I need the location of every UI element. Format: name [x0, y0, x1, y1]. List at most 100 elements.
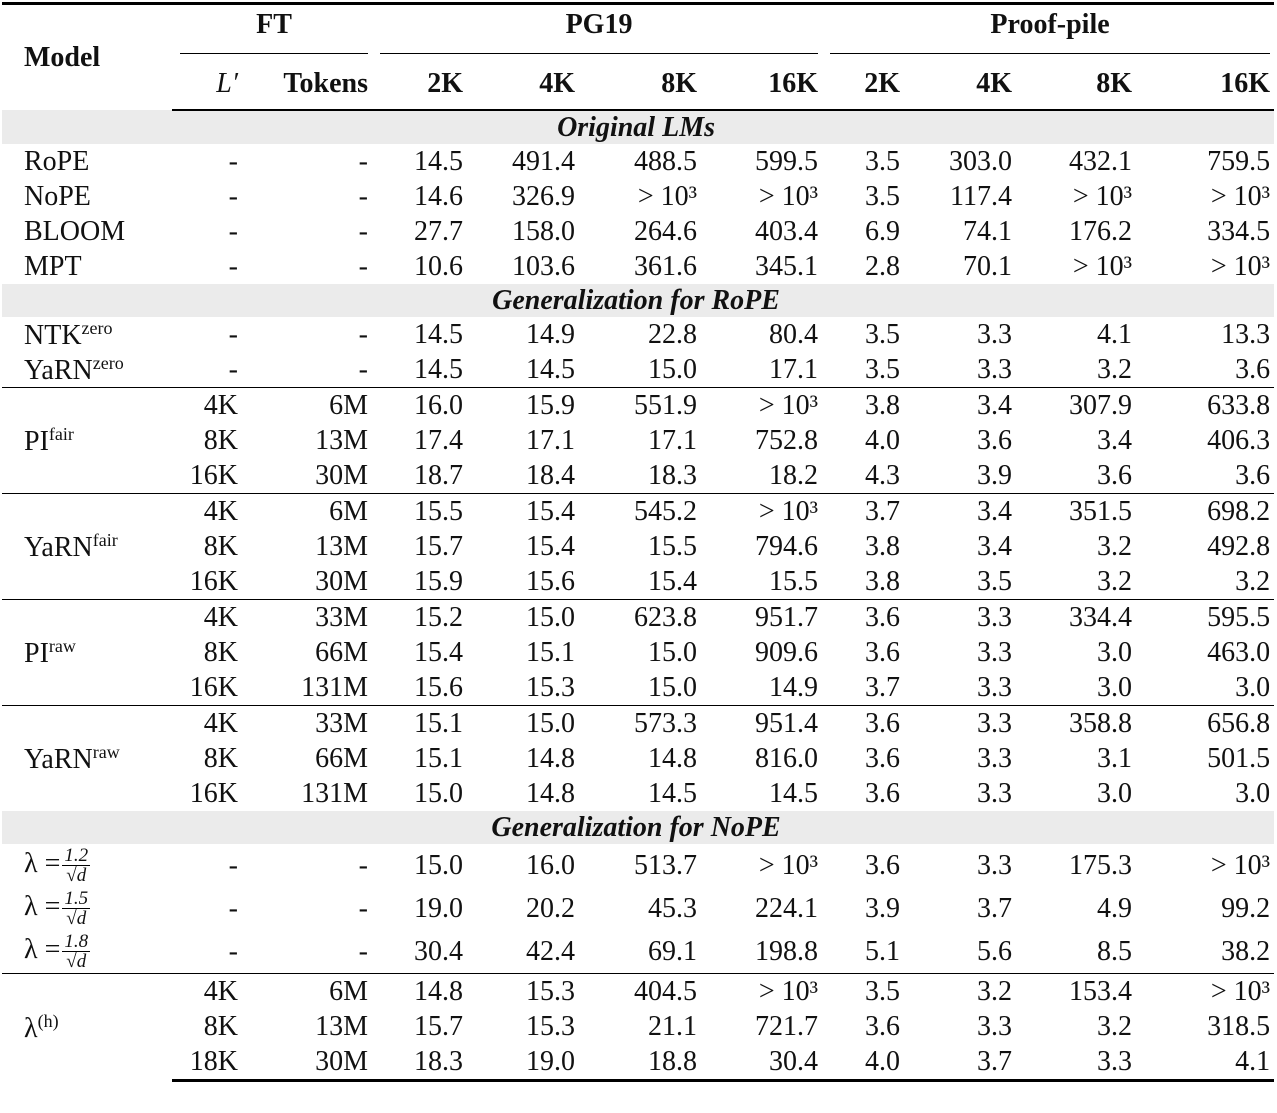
value-cell: 4.9: [1097, 892, 1133, 924]
value-cell: 303.0: [949, 145, 1013, 177]
value-cell: 15.4: [526, 530, 575, 562]
value-cell: 3.3: [1016, 1044, 1137, 1082]
value-cell: -: [358, 318, 368, 350]
value-cell: -: [358, 353, 368, 385]
value-cell: > 10³: [637, 180, 697, 212]
value-cell: 16.0: [372, 387, 467, 423]
value-cell: 404.5: [579, 973, 701, 1009]
data-row: λ = 1.8 √d - - 30.4 42.4 69.1 198.8 5.1 5.6 8.5 38.2: [2, 930, 1274, 974]
numerator: 1.8: [62, 931, 91, 952]
value-cell: 14.9: [526, 318, 575, 350]
value-cell: 15.5: [648, 530, 697, 562]
value-cell: 17.1: [526, 424, 575, 456]
value-cell: 15.0: [414, 777, 463, 809]
value-cell: 15.5: [372, 493, 467, 529]
section-row: Generalization for NoPE: [2, 811, 1275, 844]
value-cell: 103.6: [512, 250, 575, 282]
header-cell: 8K: [1016, 59, 1137, 111]
value-cell: 3.9: [977, 459, 1013, 491]
value-cell: 488.5: [634, 145, 697, 177]
value-cell: 153.4: [1016, 973, 1137, 1009]
value-cell: 492.8: [1207, 530, 1271, 562]
value-cell: 15.6: [414, 671, 463, 703]
value-cell: 4K: [172, 387, 242, 423]
value-cell: 14.8: [526, 742, 575, 774]
data-row: RoPE - - 14.5 491.4 488.5 599.5 3.5 303.0 432.1 75…: [2, 144, 1274, 179]
value-cell: -: [228, 215, 238, 247]
value-cell: 14.5: [414, 145, 463, 177]
value-cell: 66M: [315, 742, 368, 774]
value-cell: -: [228, 849, 238, 881]
value-cell: 5.6: [977, 935, 1013, 967]
value-cell: 3.6: [865, 636, 901, 668]
value-cell: -: [358, 892, 368, 924]
value-cell: 463.0: [1207, 636, 1271, 668]
value-cell: > 10³: [701, 973, 823, 1009]
value-cell: 3.4: [904, 493, 1017, 529]
value-cell: 752.8: [755, 424, 819, 456]
value-cell: 334.4: [1016, 599, 1137, 635]
value-cell: 816.0: [755, 742, 819, 774]
header-row: L′ Tokens 2K 4K 8K 16K 2K 4K 8K 16K: [2, 59, 1275, 111]
value-cell: 595.5: [1136, 599, 1275, 635]
value-cell: 3.0: [1097, 777, 1133, 809]
value-cell: 358.8: [1016, 705, 1137, 741]
data-row: YaRNraw 4K 33M 15.1 15.0 573.3 951.4 3.6 3.3 358.…: [2, 705, 1275, 811]
value-cell: 14.5: [769, 777, 819, 809]
value-cell: 4.0: [865, 424, 901, 456]
value-cell: 3.4: [1097, 424, 1133, 456]
value-cell: > 10³: [1072, 180, 1133, 212]
value-cell: 3.3: [977, 849, 1013, 881]
value-cell: 16K: [189, 565, 238, 597]
model-name: PI: [24, 426, 49, 457]
model-cell: NoPE: [2, 179, 172, 214]
model-superscript: raw: [92, 742, 120, 762]
numerator: 1.5: [62, 888, 91, 909]
data-row: MPT - - 10.6 103.6 361.6 345.1 2.8 70.1 > 10³ > 10…: [2, 249, 1274, 284]
value-cell: 6.9: [865, 215, 901, 247]
value-cell: 13M: [315, 1010, 368, 1042]
data-row: 8K 66M 15.4 15.1 15.0 909.6 3.6 3.3 3.0 463.0: [2, 635, 1274, 670]
value-cell: 307.9: [1016, 387, 1137, 423]
value-cell: -: [358, 215, 368, 247]
model-name: YaRN: [24, 532, 93, 563]
value-cell: 361.6: [634, 250, 697, 282]
value-cell: 8.5: [1097, 935, 1133, 967]
model-superscript: fair: [92, 530, 118, 550]
value-cell: > 10³: [701, 387, 823, 423]
value-cell: 794.6: [755, 530, 819, 562]
model-name: λ =: [24, 933, 61, 965]
value-cell: 15.9: [414, 565, 463, 597]
data-row: 16K 30M 18.7 18.4 18.3 18.2 4.3 3.9 3.6 3.6: [2, 458, 1274, 494]
fraction: 1.8 √d: [62, 931, 91, 971]
value-cell: 14.8: [648, 742, 697, 774]
header-cell: 8K: [579, 59, 701, 111]
value-cell: 3.2: [904, 973, 1017, 1009]
data-row: 8K 13M 15.7 15.4 15.5 794.6 3.8 3.4 3.2 492.8: [2, 529, 1274, 564]
value-cell: 3.7: [977, 892, 1013, 924]
header-cell: FT: [172, 2, 372, 59]
value-cell: 10.6: [414, 250, 463, 282]
value-cell: 15.1: [372, 705, 467, 741]
value-cell: 176.2: [1069, 215, 1133, 247]
value-cell: 3.2: [1235, 565, 1271, 597]
model-cell: PIfair: [2, 387, 172, 494]
value-cell: 15.9: [467, 387, 579, 423]
value-cell: 224.1: [755, 892, 819, 924]
value-cell: 3.2: [1097, 353, 1133, 385]
value-cell: 16K: [189, 777, 238, 809]
model-superscript: fair: [48, 424, 74, 444]
value-cell: 33M: [242, 599, 372, 635]
model-cell: YaRNfair: [2, 493, 172, 600]
fraction: 1.2 √d: [62, 846, 91, 885]
value-cell: 15.5: [769, 565, 819, 597]
value-cell: 8K: [203, 424, 238, 456]
value-cell: 17.4: [414, 424, 463, 456]
value-cell: 18.4: [526, 459, 575, 491]
data-row: YaRNfair 4K 6M 15.5 15.4 545.2 > 10³ 3.7 3.4 351.…: [2, 493, 1275, 600]
header-label: Proof-pile: [830, 10, 1271, 54]
value-cell: 42.4: [526, 935, 575, 967]
value-cell: 3.4: [977, 530, 1013, 562]
value-cell: 3.6: [822, 599, 905, 635]
